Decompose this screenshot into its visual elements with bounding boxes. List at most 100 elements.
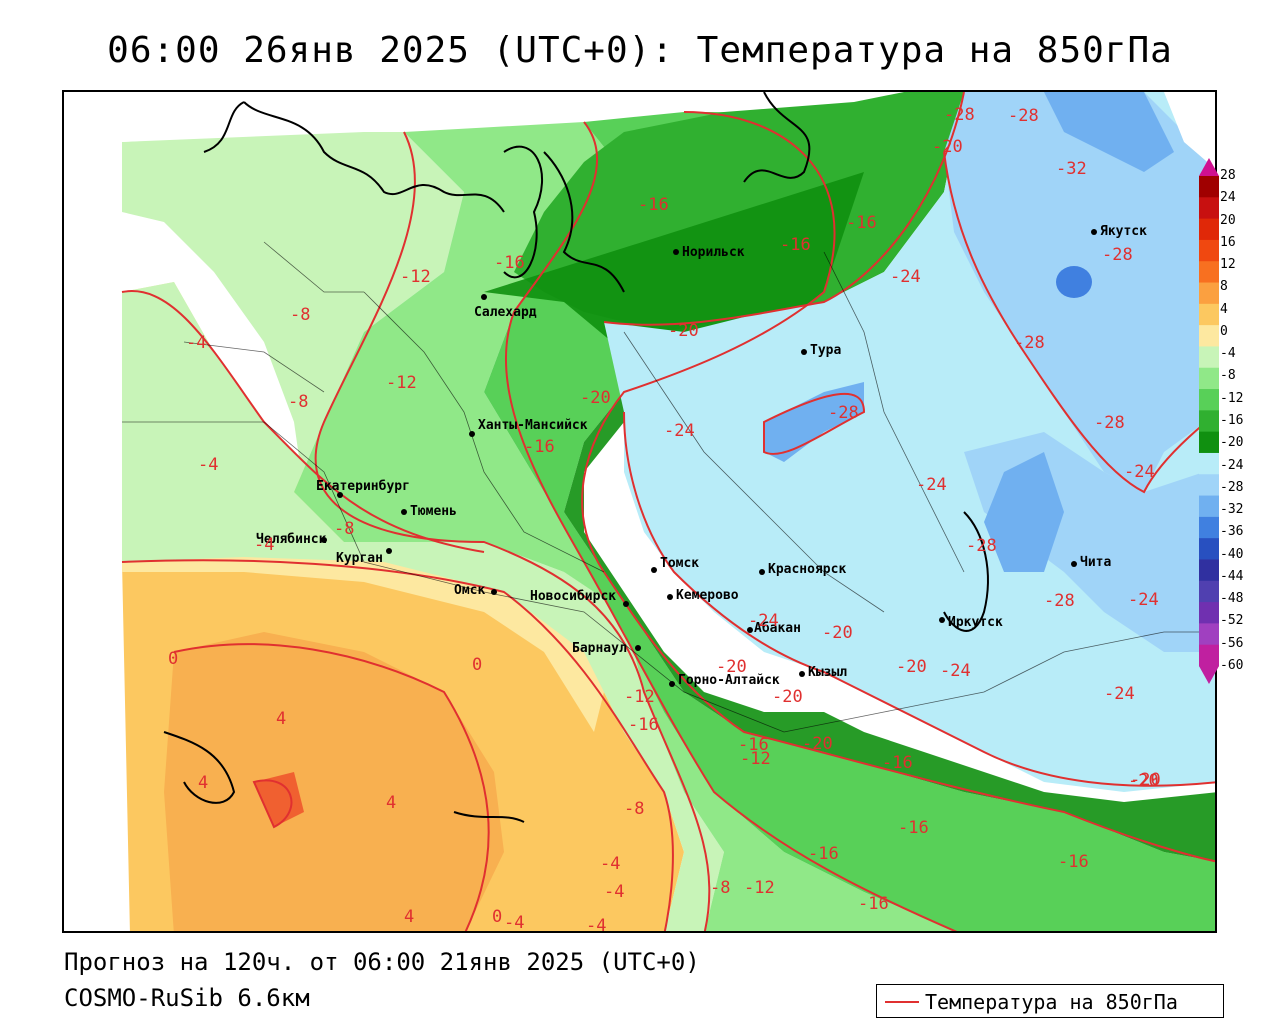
city-marker-khanty: [469, 431, 475, 437]
city-marker-kurgan: [386, 548, 392, 554]
isotherm-label: -24: [664, 421, 695, 441]
isotherm-lines: [121, 92, 1215, 931]
colorbar-tick-label: -56: [1220, 635, 1244, 651]
domain-edge-top: [122, 92, 464, 142]
colorbar-tick-label: 8: [1220, 279, 1228, 295]
city-marker-chita: [1071, 561, 1077, 567]
colorbar-swatch: [1199, 452, 1219, 475]
city-label: Новосибирск: [530, 589, 616, 604]
colorbar-tick-label: -16: [1220, 413, 1244, 428]
zone-warm-4: [164, 632, 504, 931]
isotherm-label: -28: [1008, 106, 1039, 126]
colorbar-swatch: [1199, 325, 1219, 347]
colorbar-tick-label: 0: [1220, 323, 1228, 339]
colorbar-swatch: [1199, 239, 1219, 262]
chart-title: 06:00 26янв 2025 (UTC+0): Температура на…: [107, 30, 1173, 71]
colorbar-top-arrow: [1199, 158, 1219, 176]
city-label: Иркутск: [948, 615, 1003, 630]
isotherm-label: -28: [1044, 591, 1075, 611]
isotherm-label: -8: [290, 305, 310, 325]
temperature-map: Салехард Норильск Якутск Тура Ханты-Манс…: [64, 92, 1215, 933]
colorbar-swatch: [1199, 623, 1219, 646]
colorbar-swatch: [1199, 538, 1219, 560]
city-marker-abakan: [747, 627, 753, 633]
isotherm-label: -12: [400, 267, 431, 287]
city-label: Якутск: [1100, 224, 1147, 239]
isotherm-label: -8: [334, 519, 354, 539]
isotherm-label: -12: [386, 373, 417, 393]
colorbar-tick-label: -36: [1220, 524, 1244, 540]
zone-green-12: [294, 122, 955, 931]
city-label: Абакан: [754, 621, 801, 636]
isotherm-label: -20: [1130, 770, 1161, 790]
model-name: COSMO-RuSib 6.6км: [64, 984, 310, 1012]
city-marker-irkutsk: [939, 617, 945, 623]
isotherm-label: -20: [580, 388, 611, 408]
colorbar-swatch: [1199, 303, 1219, 326]
city-label: Салехард: [474, 305, 537, 320]
colorbar-swatch: [1199, 197, 1219, 220]
city-label: Омск: [454, 583, 485, 598]
colorbar-swatch: [1199, 516, 1219, 539]
legend-box: Температура на 850гПа: [876, 984, 1224, 1018]
colorbar-tick-label: -24: [1220, 457, 1244, 473]
city-marker-ekaterinburg: [337, 492, 343, 498]
colorbar-tick-label: -8: [1220, 368, 1236, 384]
colorbar-tick-label: -48: [1220, 591, 1244, 607]
isotherm-label: -4: [504, 913, 524, 933]
city-marker-omsk: [491, 589, 497, 595]
city-marker-salekhard: [481, 294, 487, 300]
legend-line-swatch: [885, 1001, 919, 1003]
colorbar-swatch: [1199, 176, 1219, 198]
isotherm-label: -16: [494, 253, 525, 273]
zone-warm-core: [254, 772, 304, 827]
zone-blue-32: [1044, 92, 1174, 172]
city-marker-kyzyl: [799, 671, 805, 677]
legend-label: Температура на 850гПа: [925, 990, 1178, 1014]
colorbar-swatch: [1199, 389, 1219, 411]
colorbar-tick-label: -44: [1220, 568, 1244, 584]
admin-borders: [122, 241, 1215, 733]
city-label: Томск: [660, 556, 699, 571]
zone-light-green: [122, 132, 724, 931]
city-label: Тура: [810, 343, 841, 358]
colorbar-tick-label: -28: [1220, 479, 1244, 495]
city-marker-krasnoyarsk: [759, 569, 765, 575]
city-marker-tyumen: [401, 509, 407, 515]
colorbar-swatch: [1199, 410, 1219, 433]
zone-blue-28d: [984, 452, 1064, 572]
colorbar-gradient: [1199, 158, 1219, 684]
domain-edge-right: [1164, 92, 1215, 169]
city-label: Челябинск: [256, 532, 327, 547]
isotherm-label: 0: [492, 907, 502, 927]
isotherm-label: -20: [716, 657, 747, 677]
isotherm-label: -8: [710, 878, 730, 898]
isotherm-label: 0: [168, 649, 178, 669]
city-label: Горно-Алтайск: [678, 673, 780, 688]
isotherm-label: -24: [940, 661, 971, 681]
isotherm-label: -28: [1094, 413, 1125, 433]
isotherm-label: 4: [404, 907, 414, 927]
isotherm-label: 0: [472, 655, 482, 675]
isotherm-label: -4: [198, 455, 218, 475]
isotherm-label: -16: [628, 715, 659, 735]
isotherm-label: -20: [896, 657, 927, 677]
isotherm-label: -28: [966, 536, 997, 556]
isotherm-label: -20: [1128, 771, 1159, 791]
isotherm-label: -16: [524, 437, 555, 457]
isotherm-label: -16: [882, 753, 913, 773]
colorbar-tick-label: 28: [1220, 168, 1236, 183]
isotherm-label: -4: [586, 916, 606, 933]
isotherm-label: -4: [254, 535, 274, 555]
city-marker-barnaul: [635, 645, 641, 651]
domain-edge-left: [64, 92, 122, 931]
isotherm-label: -4: [600, 854, 620, 874]
isotherm-label: -28: [1014, 333, 1045, 353]
colorbar-swatch: [1199, 218, 1219, 241]
isotherm-label: -16: [1058, 852, 1089, 872]
city-label: Норильск: [682, 245, 745, 260]
city-marker-tomsk: [651, 567, 657, 573]
colorbar-bottom-arrow: [1199, 666, 1219, 684]
colorbar-swatch: [1199, 644, 1219, 667]
isotherm-label: -16: [858, 894, 889, 914]
